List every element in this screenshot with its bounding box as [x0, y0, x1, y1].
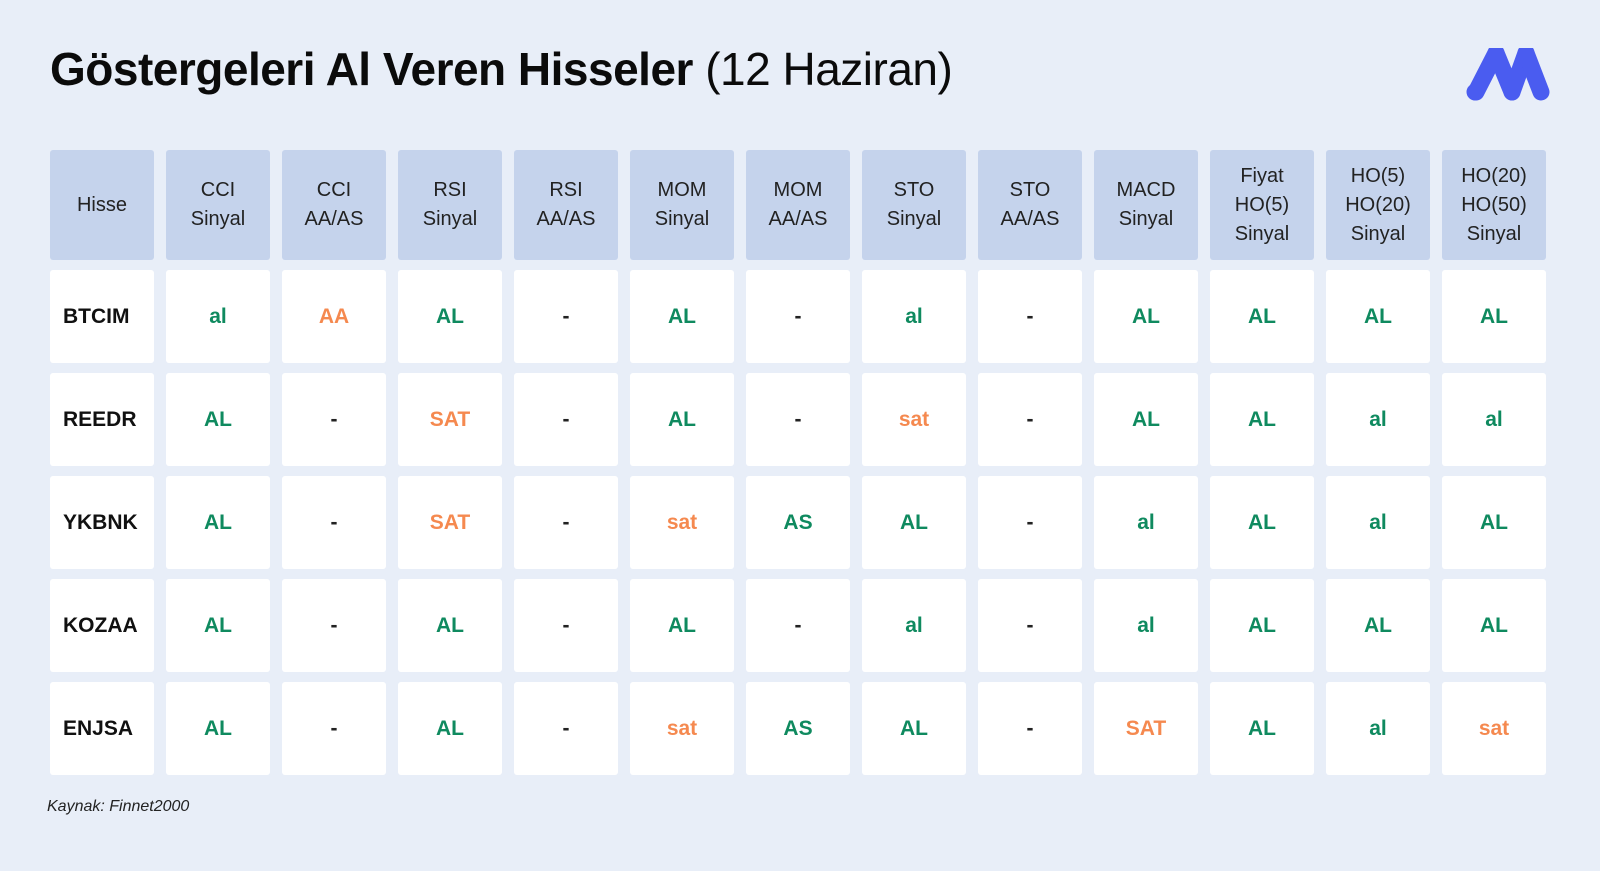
column-header: HO(20) HO(50) Sinyal: [1442, 150, 1546, 260]
signal-cell: AL: [1210, 682, 1314, 775]
column-header: RSI Sinyal: [398, 150, 502, 260]
column-header: CCI AA/AS: [282, 150, 386, 260]
signal-cell: AL: [630, 270, 734, 363]
signal-cell: -: [282, 682, 386, 775]
column-header: MOM AA/AS: [746, 150, 850, 260]
ticker-cell: KOZAA: [50, 579, 154, 672]
signal-cell: AL: [1326, 579, 1430, 672]
column-header: STO AA/AS: [978, 150, 1082, 260]
signal-cell: AS: [746, 682, 850, 775]
signal-cell: sat: [862, 373, 966, 466]
signals-table: Hisse CCI Sinyal CCI AA/AS RSI Sinyal RSI AA…: [50, 150, 1546, 775]
ticker-cell: REEDR: [50, 373, 154, 466]
signal-cell: AL: [1210, 270, 1314, 363]
signal-cell: -: [514, 579, 618, 672]
ticker-cell: YKBNK: [50, 476, 154, 569]
signal-cell: AL: [630, 373, 734, 466]
signal-cell: AL: [166, 579, 270, 672]
signal-cell: al: [1326, 476, 1430, 569]
ticker-cell: BTCIM: [50, 270, 154, 363]
column-header: MOM Sinyal: [630, 150, 734, 260]
signal-cell: al: [862, 579, 966, 672]
signal-cell: -: [282, 476, 386, 569]
signal-cell: -: [978, 373, 1082, 466]
column-header: CCI Sinyal: [166, 150, 270, 260]
signal-cell: AL: [1094, 373, 1198, 466]
signal-cell: AL: [1442, 270, 1546, 363]
signal-cell: AL: [1442, 579, 1546, 672]
signal-cell: al: [1326, 373, 1430, 466]
signal-cell: AS: [746, 476, 850, 569]
signal-cell: -: [282, 373, 386, 466]
signal-cell: AL: [1210, 579, 1314, 672]
signal-cell: AL: [1210, 476, 1314, 569]
signal-cell: sat: [630, 682, 734, 775]
signal-cell: al: [862, 270, 966, 363]
signal-cell: AL: [862, 476, 966, 569]
signal-cell: -: [746, 373, 850, 466]
column-header: MACD Sinyal: [1094, 150, 1198, 260]
signal-cell: AL: [166, 682, 270, 775]
signal-cell: -: [514, 682, 618, 775]
signal-cell: al: [166, 270, 270, 363]
signal-cell: -: [746, 270, 850, 363]
column-header: Fiyat HO(5) Sinyal: [1210, 150, 1314, 260]
signal-cell: -: [514, 270, 618, 363]
signal-cell: -: [978, 682, 1082, 775]
signal-cell: AL: [1094, 270, 1198, 363]
signal-cell: SAT: [398, 373, 502, 466]
column-header: HO(5) HO(20) Sinyal: [1326, 150, 1430, 260]
signal-cell: al: [1094, 579, 1198, 672]
signal-cell: -: [514, 373, 618, 466]
title-date: (12 Haziran): [705, 43, 953, 95]
signal-cell: AL: [398, 579, 502, 672]
signal-cell: -: [978, 579, 1082, 672]
source-note: Kaynak: Finnet2000: [47, 798, 190, 815]
signal-cell: al: [1094, 476, 1198, 569]
signal-cell: al: [1326, 682, 1430, 775]
signal-cell: -: [978, 476, 1082, 569]
signal-cell: sat: [630, 476, 734, 569]
signal-cell: AL: [630, 579, 734, 672]
signal-cell: AL: [166, 373, 270, 466]
title-main: Göstergeleri Al Veren Hisseler: [50, 43, 693, 95]
brand-logo-icon: [1466, 48, 1550, 101]
column-header: STO Sinyal: [862, 150, 966, 260]
signal-cell: AL: [1210, 373, 1314, 466]
column-header: RSI AA/AS: [514, 150, 618, 260]
signal-cell: SAT: [398, 476, 502, 569]
signal-cell: SAT: [1094, 682, 1198, 775]
signal-cell: -: [746, 579, 850, 672]
signal-cell: AL: [166, 476, 270, 569]
signal-cell: al: [1442, 373, 1546, 466]
signal-cell: AL: [398, 270, 502, 363]
signal-cell: -: [282, 579, 386, 672]
signal-cell: AL: [1442, 476, 1546, 569]
column-header: Hisse: [50, 150, 154, 260]
signal-cell: AL: [862, 682, 966, 775]
page-title: Göstergeleri Al Veren Hisseler (12 Hazir…: [50, 42, 953, 96]
signal-cell: -: [978, 270, 1082, 363]
signal-cell: AL: [398, 682, 502, 775]
signal-cell: sat: [1442, 682, 1546, 775]
signal-cell: -: [514, 476, 618, 569]
ticker-cell: ENJSA: [50, 682, 154, 775]
signal-cell: AA: [282, 270, 386, 363]
signal-cell: AL: [1326, 270, 1430, 363]
